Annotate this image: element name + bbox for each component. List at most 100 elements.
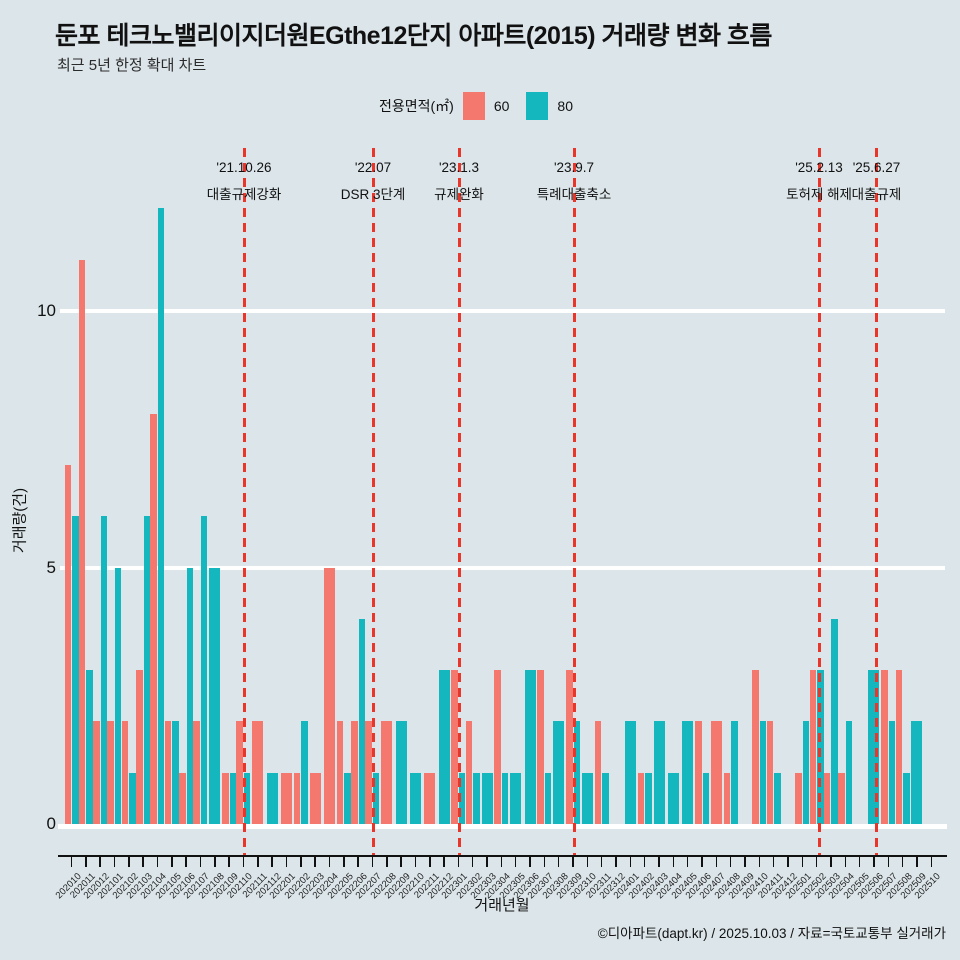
- x-tick-mark: [643, 857, 646, 867]
- x-tick-mark: [529, 857, 531, 867]
- x-tick-mark: [285, 857, 288, 867]
- annotation-dashed-line: [817, 148, 821, 855]
- annotation-date: '25.6.27: [852, 160, 901, 175]
- legend-title: 전용면적(㎡): [378, 98, 454, 114]
- bar-60: [193, 721, 200, 824]
- bar-80: [473, 772, 480, 824]
- x-tick-mark: [729, 857, 732, 867]
- x-tick-mark: [113, 857, 116, 867]
- bar-60: [710, 721, 722, 824]
- bar-60: [537, 670, 544, 824]
- x-tick-mark: [70, 857, 73, 867]
- bar-80: [301, 721, 308, 824]
- annotation-label: 토허제 해제: [786, 187, 852, 202]
- x-tick-mark: [629, 857, 632, 867]
- x-tick-mark: [672, 857, 675, 867]
- bar-80: [888, 721, 896, 824]
- x-tick-mark: [199, 857, 202, 867]
- x-tick-mark: [572, 857, 574, 867]
- x-tick-mark: [457, 857, 460, 867]
- annotation-dashed-line: [371, 148, 375, 855]
- bar-80: [581, 772, 593, 824]
- x-axis-line: [58, 855, 947, 857]
- x-tick-mark: [343, 857, 345, 867]
- x-tick-mark: [701, 857, 703, 867]
- x-tick-mark: [586, 857, 589, 867]
- page-subtitle: 최근 5년 한정 확대 차트: [57, 57, 207, 74]
- bar-80: [702, 772, 710, 824]
- x-tick-mark: [471, 857, 474, 867]
- bar-80: [774, 772, 781, 824]
- bar-80: [510, 772, 522, 824]
- bar-80: [911, 721, 923, 824]
- bar-60: [365, 721, 372, 824]
- bar-60: [838, 772, 845, 824]
- bar-80: [831, 618, 838, 824]
- x-tick-mark: [873, 857, 875, 867]
- annotation-date: '23.1.3: [438, 160, 480, 175]
- bar-60: [107, 721, 114, 824]
- annotation-dashed-line: [875, 148, 878, 855]
- bar-80: [86, 670, 93, 824]
- x-tick-mark: [300, 857, 302, 867]
- x-tick-mark: [715, 857, 718, 867]
- x-tick-mark: [85, 857, 87, 867]
- bar-80: [438, 670, 450, 824]
- x-tick-mark: [901, 857, 904, 867]
- x-tick-mark: [758, 857, 761, 867]
- bar-80: [458, 772, 466, 824]
- legend: 전용면적(㎡) 60 80: [0, 92, 960, 120]
- annotation-date: '25.2.13: [795, 160, 843, 175]
- x-tick-mark: [314, 857, 316, 867]
- bar-60: [93, 721, 100, 824]
- x-tick-mark: [557, 857, 560, 867]
- x-tick-mark: [844, 857, 847, 867]
- bar-60: [809, 670, 817, 824]
- x-tick-mark: [99, 857, 101, 867]
- bar-80: [243, 772, 251, 824]
- bar-80: [172, 721, 179, 824]
- x-tick-mark: [386, 857, 388, 867]
- bar-80: [358, 618, 366, 824]
- bar-60: [637, 772, 645, 824]
- bar-80: [266, 772, 278, 824]
- x-tick-mark: [600, 857, 603, 867]
- page-title: 둔포 테크노밸리이지더원EGthe12단지 아파트(2015) 거래량 변화 흐…: [55, 22, 772, 50]
- x-tick-mark: [658, 857, 660, 867]
- bar-60: [78, 259, 86, 824]
- bar-60: [179, 772, 186, 824]
- bar-60: [465, 721, 473, 824]
- bar-80: [344, 772, 351, 824]
- bar-60: [280, 772, 292, 824]
- annotation-date: '21.10.26: [216, 160, 272, 175]
- x-tick-mark: [500, 857, 503, 867]
- legend-swatch-60: [462, 92, 485, 120]
- bar-80: [129, 772, 136, 824]
- x-tick-mark: [801, 857, 804, 867]
- bar-60: [252, 721, 264, 824]
- bar-60: [164, 721, 172, 824]
- x-tick-mark: [371, 857, 374, 867]
- bar-60: [766, 721, 774, 824]
- bar-60: [823, 772, 831, 824]
- bar-80: [624, 721, 636, 824]
- bar-80: [903, 772, 910, 824]
- bar-80: [802, 721, 810, 824]
- bar-60: [121, 721, 129, 824]
- x-tick-mark: [615, 857, 617, 867]
- x-tick-mark: [686, 857, 689, 867]
- bar-60: [351, 721, 358, 824]
- bar-80: [653, 721, 665, 824]
- bar-60: [752, 670, 759, 824]
- bar-80: [544, 772, 552, 824]
- footer-credit: ©디아파트(dapt.kr) / 2025.10.03 / 자료=국토교통부 실…: [597, 926, 946, 941]
- bar-80: [186, 567, 194, 824]
- x-tick-mark: [514, 857, 517, 867]
- bar-80: [372, 772, 380, 824]
- x-tick-mark: [257, 857, 259, 867]
- x-tick-mark: [429, 857, 431, 867]
- x-axis-title: 거래년월: [474, 897, 530, 914]
- bar-80: [868, 670, 880, 824]
- bar-80: [553, 721, 565, 824]
